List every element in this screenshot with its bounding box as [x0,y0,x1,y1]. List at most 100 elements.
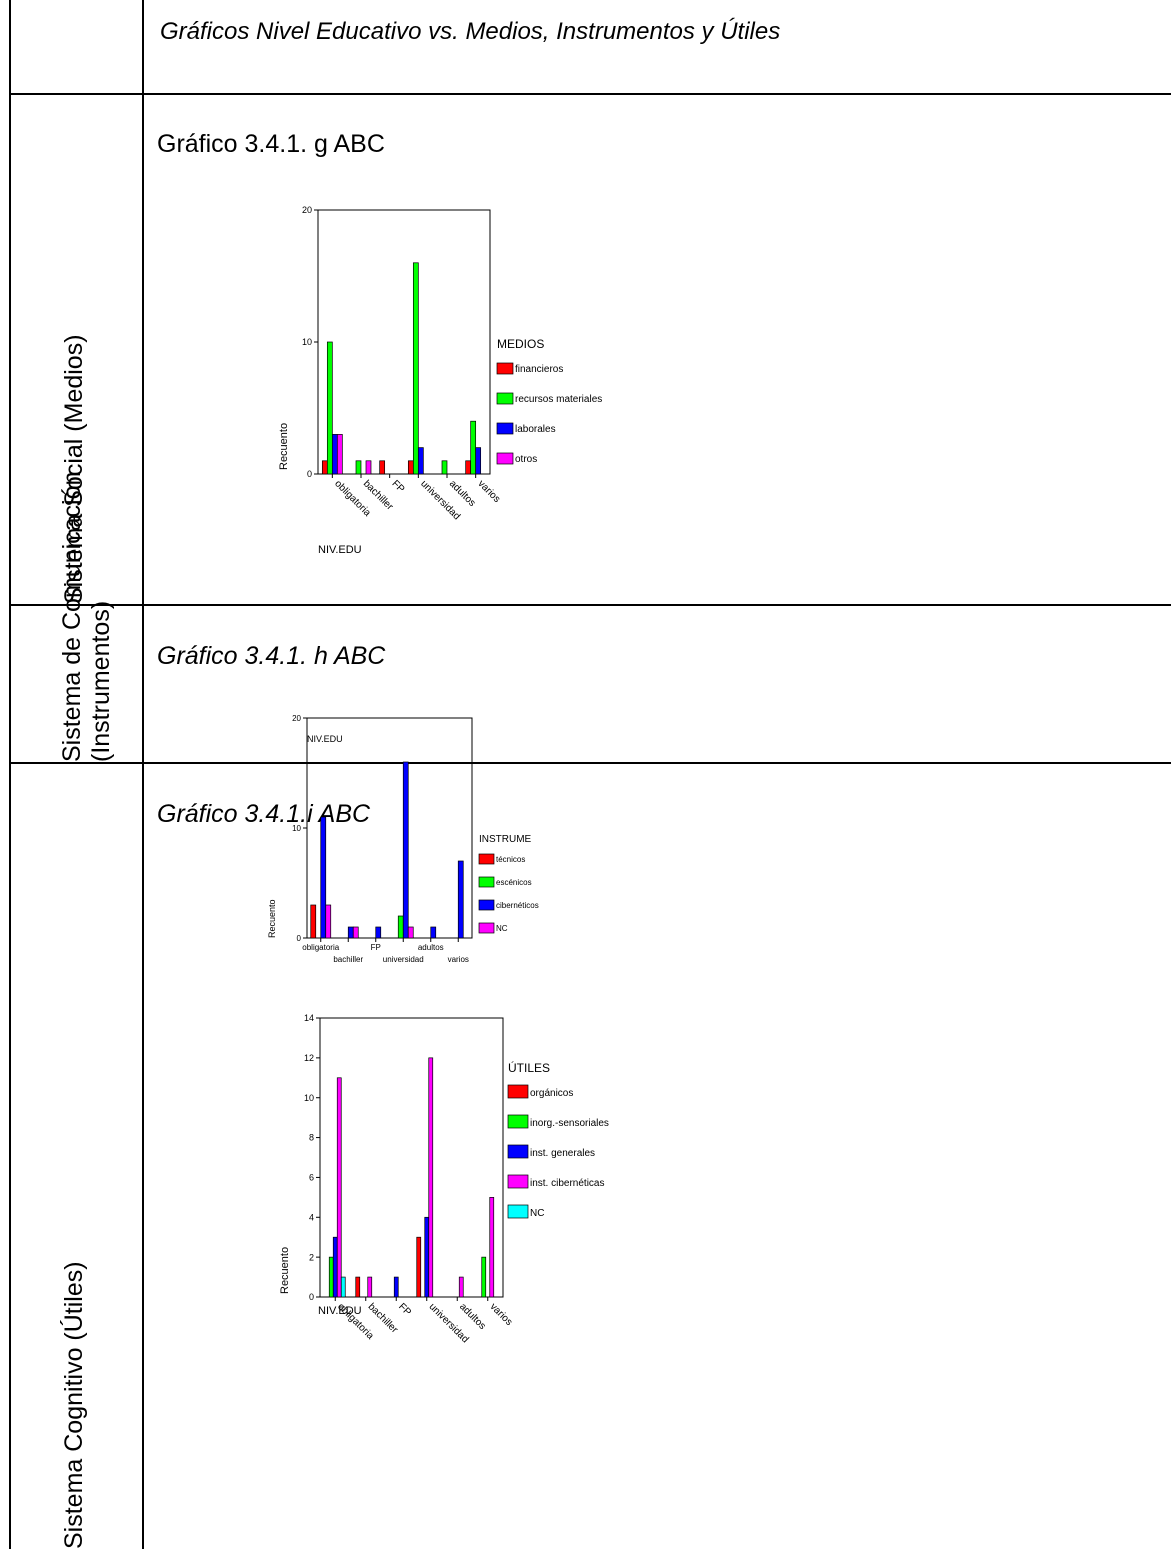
bar [457,860,464,939]
bar [320,816,327,939]
x-axis-label: NIV.EDU [318,1305,362,1317]
bar [379,460,386,475]
y-tick-label: 0 [307,469,312,479]
bar [352,926,359,939]
y-tick-label: 20 [302,205,312,215]
bar [475,447,482,475]
legend-label: recursos materiales [515,394,602,405]
bar [336,434,343,475]
legend-label: otros [515,454,537,465]
legend-swatch [478,899,495,911]
y-tick-label: 12 [304,1053,314,1063]
bar [489,1197,495,1298]
legend-swatch [496,422,514,435]
row-divider-2 [9,604,1171,606]
legend-swatch [507,1144,529,1159]
bar [441,460,448,475]
figure-title-g: Gráfico 3.4.1. g ABC [157,130,385,158]
row-divider-3 [9,762,1171,764]
x-tick-label: adultos [418,943,444,952]
bar [325,904,332,939]
bar [416,1236,422,1298]
legend-swatch [478,922,495,934]
legend-swatch [507,1084,529,1099]
legend-swatch [507,1114,529,1129]
y-tick-label: 8 [309,1133,314,1143]
y-axis-label: Recuento [279,1247,291,1294]
legend-swatch [507,1174,529,1189]
y-tick-label: 0 [297,934,302,943]
legend-label: escénicos [496,878,532,887]
x-axis-label: NIV.EDU [307,734,343,744]
page-title: Gráficos Nivel Educativo vs. Medios, Ins… [160,18,781,45]
bar [417,447,424,475]
legend-label: inst. generales [530,1148,595,1159]
bar [367,1276,373,1298]
legend-swatch [478,853,495,865]
y-tick-label: 6 [309,1173,314,1183]
legend-title: ÚTILES [508,1060,550,1075]
legend-title: INSTRUME [479,834,532,845]
legend-label: laborales [515,424,556,435]
legend-swatch [478,876,495,888]
bar [340,1276,346,1298]
bar [407,926,414,939]
x-tick-label: bachiller [333,955,363,964]
y-axis-label: Recuento [278,423,290,470]
legend-swatch [507,1204,529,1219]
plot-frame [319,1017,504,1298]
bar [328,1256,334,1298]
y-tick-label: 4 [309,1212,314,1222]
legend-label: NC [496,924,508,933]
legend-label: inorg.-sensoriales [530,1118,609,1129]
y-tick-label: 10 [292,824,301,833]
legend-label: orgánicos [530,1088,573,1099]
y-tick-label: 0 [309,1292,314,1302]
bar [402,761,409,939]
legend-label: NC [530,1208,544,1219]
row-divider-1 [9,93,1171,95]
bar [481,1256,487,1298]
legend-label: inst. cibernéticas [530,1178,604,1189]
y-tick-label: 10 [304,1093,314,1103]
legend-label: financieros [515,364,563,375]
bar [424,1216,430,1298]
bar [355,1276,361,1298]
x-axis-label: NIV.EDU [318,544,362,556]
legend-swatch [496,392,514,405]
table-left-border [9,0,11,1549]
table-column-divider [142,0,144,1549]
bar [332,1236,338,1298]
figure-title-h: Gráfico 3.4.1. h ABC [157,642,386,670]
bar [430,926,437,939]
legend-swatch [496,362,514,375]
bar [375,926,382,939]
y-axis-label: Recuento [267,899,277,938]
figure-title-i: Gráfico 3.4.1.i ABC [157,800,371,828]
x-tick-label: varios [488,1301,515,1328]
bar [310,904,317,939]
bar [412,262,419,475]
y-tick-label: 2 [309,1252,314,1262]
bar [365,460,372,475]
legend-label: cibernéticos [496,901,539,910]
legend-label: técnicos [496,855,525,864]
bar [336,1077,342,1298]
x-tick-label: obligatoria [302,943,339,952]
x-tick-label: FP [371,943,381,952]
bar [393,1276,399,1298]
legend-title: MEDIOS [497,337,544,351]
y-tick-label: 10 [302,337,312,347]
y-tick-label: 20 [292,714,301,723]
x-tick-label: FP [396,1301,413,1318]
bar [458,1276,464,1298]
bar [326,341,333,475]
y-tick-label: 14 [304,1013,314,1023]
x-tick-label: universidad [383,955,424,964]
x-tick-label: varios [448,955,469,964]
bar [428,1057,434,1298]
legend-swatch [496,452,514,465]
